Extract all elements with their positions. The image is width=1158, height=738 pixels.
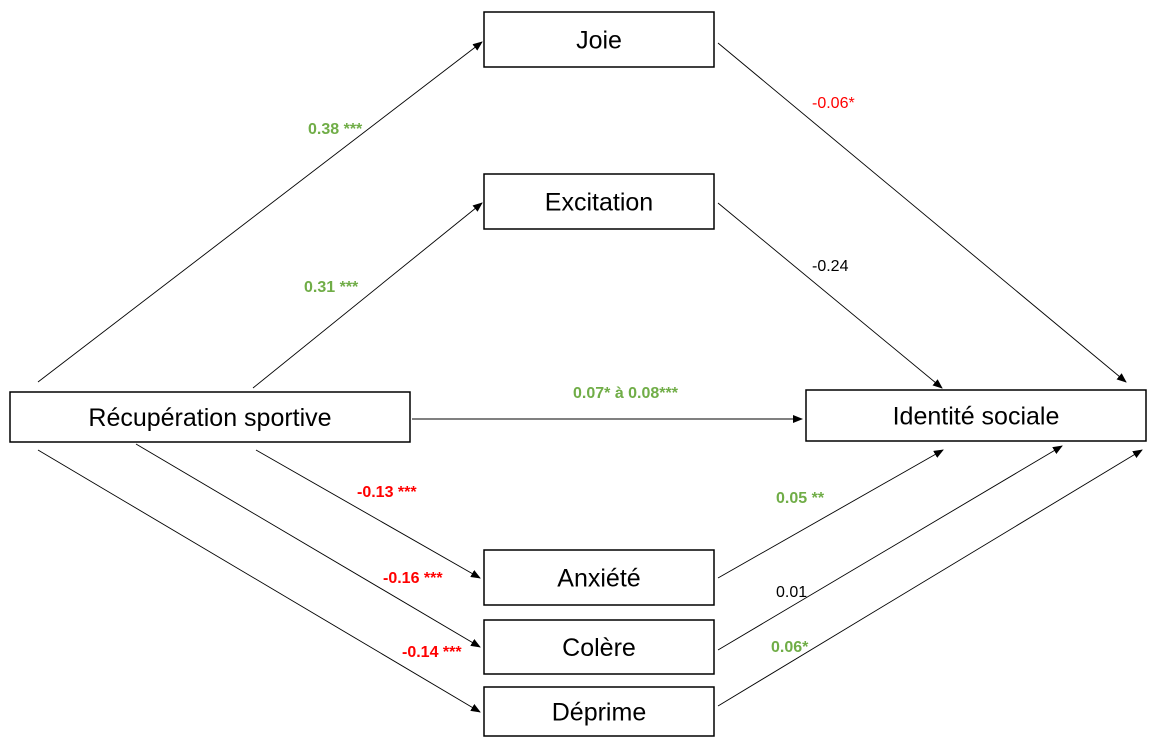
node-recup: Récupération sportive (9, 391, 411, 443)
arrow-anxiete-identite (717, 449, 944, 579)
node-label-excitation: Excitation (545, 189, 653, 217)
arrow-deprime-identite (717, 449, 1143, 707)
node-excitation: Excitation (483, 173, 715, 230)
node-box-identite (805, 389, 1147, 442)
coefficient-label-recup-deprime: -0.14 *** (402, 644, 462, 661)
node-label-identite: Identité sociale (893, 403, 1060, 431)
node-box-colere (483, 619, 715, 675)
coefficient-label-deprime-identite: 0.06* (771, 639, 809, 656)
node-box-deprime (483, 686, 715, 737)
arrow-colere-identite (717, 445, 1063, 651)
node-label-recup: Récupération sportive (88, 404, 331, 432)
coefficient-label-recup-colere: -0.16 *** (383, 570, 443, 587)
arrow-recup-joie (37, 41, 483, 383)
coefficient-label-recup-excitation: 0.31 *** (304, 279, 359, 296)
node-label-colere: Colère (562, 634, 636, 662)
node-deprime: Déprime (483, 686, 715, 737)
node-box-joie (483, 11, 715, 68)
node-box-excitation (483, 173, 715, 230)
node-box-recup (9, 391, 411, 443)
arrow-recup-anxiete (255, 449, 481, 579)
arrow-joie-identite (717, 42, 1127, 383)
node-label-deprime: Déprime (552, 699, 646, 727)
coefficient-label-recup-joie: 0.38 *** (308, 121, 363, 138)
coefficient-label-recup-identite: 0.07* à 0.08*** (573, 385, 679, 402)
node-colere: Colère (483, 619, 715, 675)
arrow-recup-excitation (252, 202, 483, 389)
coefficient-label-recup-anxiete: -0.13 *** (357, 484, 417, 501)
arrow-recup-deprime (37, 449, 481, 713)
node-box-anxiete (483, 549, 715, 606)
node-identite: Identité sociale (805, 389, 1147, 442)
node-anxiete: Anxiété (483, 549, 715, 606)
node-joie: Joie (483, 11, 715, 68)
coefficient-label-excitation-identite: -0.24 (812, 258, 849, 275)
arrow-recup-colere (135, 443, 481, 648)
node-label-joie: Joie (576, 27, 622, 55)
coefficient-label-anxiete-identite: 0.05 ** (776, 490, 825, 507)
coefficient-label-colere-identite: 0.01 (776, 584, 807, 601)
arrow-excitation-identite (717, 202, 943, 389)
node-label-anxiete: Anxiété (557, 565, 640, 593)
coefficient-label-joie-identite: -0.06* (812, 95, 855, 112)
